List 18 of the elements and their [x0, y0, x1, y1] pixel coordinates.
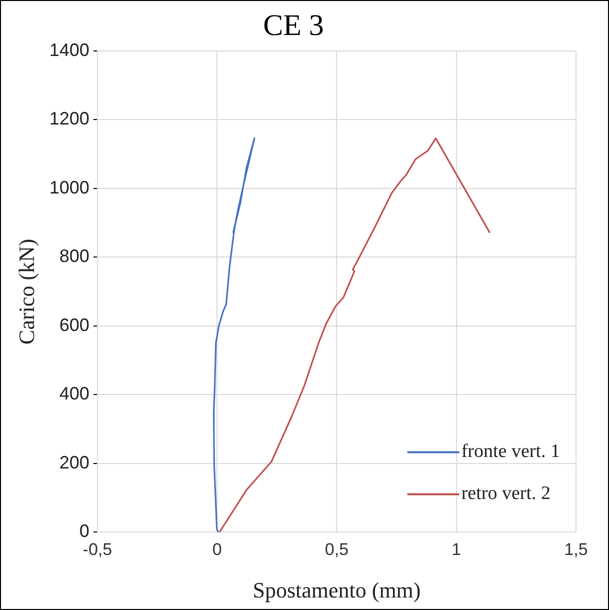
x-tick-label: -0,5 [82, 540, 112, 560]
chart-title: CE 3 [263, 8, 324, 42]
x-tick-label: 0,5 [324, 540, 349, 560]
y-tick-label: 800 [59, 246, 90, 266]
y-axis-title: Carico (kN) [14, 238, 39, 344]
x-tick-label: 1,5 [564, 540, 588, 560]
y-tick-label: 200 [59, 452, 90, 472]
y-tick-label: 400 [59, 384, 90, 404]
legend-label: fronte vert. 1 [461, 441, 560, 462]
x-tick-label: 0 [212, 540, 222, 560]
x-axis-title: Spostamento (mm) [252, 578, 421, 603]
y-tick-label: 1000 [49, 177, 90, 198]
y-tick-label: 1400 [49, 40, 90, 60]
y-tick-label: 600 [59, 314, 90, 335]
legend-label: retro vert. 2 [461, 483, 550, 504]
y-tick-label: 0 [79, 521, 90, 542]
x-tick-label: 1 [452, 540, 462, 560]
y-tick-label: 1200 [49, 108, 90, 129]
